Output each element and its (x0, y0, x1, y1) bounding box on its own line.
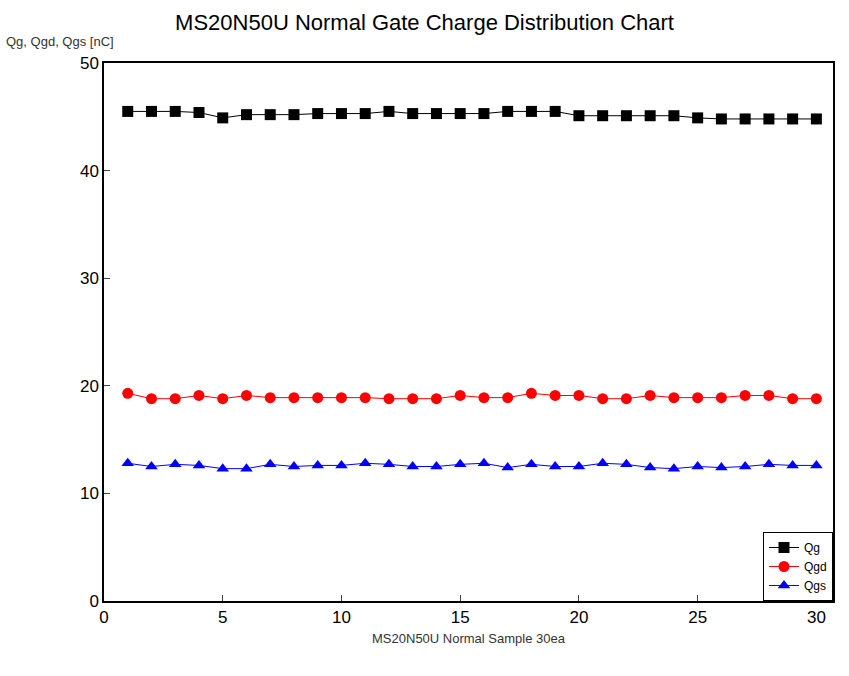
svg-text:30: 30 (80, 269, 99, 288)
svg-text:20: 20 (80, 377, 99, 396)
svg-text:10: 10 (80, 484, 99, 503)
svg-text:10: 10 (332, 608, 351, 627)
svg-text:MS20N50U Normal Sample 30ea: MS20N50U Normal Sample 30ea (372, 631, 566, 646)
svg-text:15: 15 (451, 608, 470, 627)
svg-text:Qgd: Qgd (804, 560, 827, 574)
svg-text:MS20N50U Normal Gate Charge Di: MS20N50U Normal Gate Charge Distribution… (175, 10, 674, 35)
svg-text:Qgs: Qgs (804, 579, 826, 593)
svg-text:0: 0 (99, 608, 108, 627)
svg-text:40: 40 (80, 162, 99, 181)
svg-text:50: 50 (80, 54, 99, 73)
svg-text:25: 25 (688, 608, 707, 627)
svg-text:Qg, Qgd, Qgs [nC]: Qg, Qgd, Qgs [nC] (6, 34, 114, 49)
svg-text:30: 30 (807, 608, 826, 627)
svg-text:20: 20 (569, 608, 588, 627)
svg-text:5: 5 (218, 608, 227, 627)
svg-text:Qg: Qg (804, 541, 820, 555)
svg-text:0: 0 (89, 592, 98, 611)
